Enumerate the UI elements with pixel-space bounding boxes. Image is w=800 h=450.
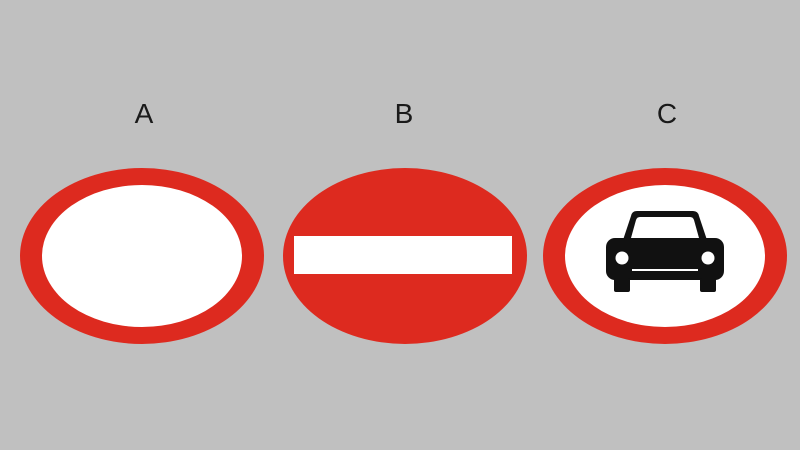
car-icon [606, 211, 724, 292]
option-label-c: C [656, 98, 678, 129]
option-label-b: B [394, 98, 414, 129]
sign-b-no-entry[interactable] [283, 168, 527, 344]
car-bumper-line [632, 269, 698, 271]
car-headlight-left [615, 251, 629, 265]
car-headlight-right [701, 251, 715, 265]
sign-a-no-vehicles[interactable] [20, 168, 264, 344]
car-wheel-right [700, 278, 716, 292]
car-wheel-left [614, 278, 630, 292]
empty-circle-icon [42, 185, 242, 327]
car-windshield [631, 217, 699, 238]
option-label-a: A [134, 98, 154, 129]
white-bar-icon [294, 236, 512, 274]
sign-c-no-motor-cars[interactable] [543, 168, 787, 344]
